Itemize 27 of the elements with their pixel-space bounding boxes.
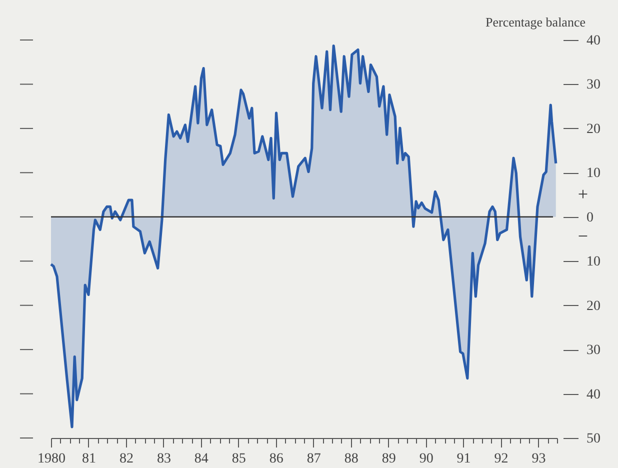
y-tick-label: 30: [586, 343, 600, 358]
x-tick-label: 1980: [38, 452, 66, 466]
x-tick-label: 82: [119, 452, 134, 466]
x-tick-label: 81: [82, 452, 96, 466]
x-tick-label: 88: [344, 452, 358, 466]
y-tick-label: 10: [586, 254, 600, 270]
x-tick-label: 93: [532, 452, 546, 466]
text: +: [578, 184, 588, 204]
y-axis-title: Percentage balance: [486, 14, 586, 30]
y-tick-label: 30: [586, 78, 600, 93]
y-tick-label: 20: [586, 298, 600, 314]
x-tick-label: 83: [156, 452, 171, 466]
y-tick-label: 20: [586, 122, 600, 137]
x-tick-label: 86: [269, 452, 284, 466]
x-tick-label: 89: [382, 452, 396, 466]
x-tick-label: 91: [456, 452, 471, 466]
text: −: [578, 226, 588, 246]
x-tick-label: 87: [306, 452, 321, 466]
x-tick-label: 84: [194, 452, 208, 466]
y-tick-label: 40: [586, 387, 600, 402]
x-tick-label: 92: [494, 452, 508, 466]
y-tick-label: 40: [586, 34, 600, 48]
y-tick-label: 10: [586, 166, 600, 182]
y-tick-label: 50: [586, 432, 600, 446]
x-tick-label: 85: [232, 452, 246, 466]
y-tick-label: 0: [586, 210, 594, 226]
x-tick-label: 90: [419, 452, 434, 466]
